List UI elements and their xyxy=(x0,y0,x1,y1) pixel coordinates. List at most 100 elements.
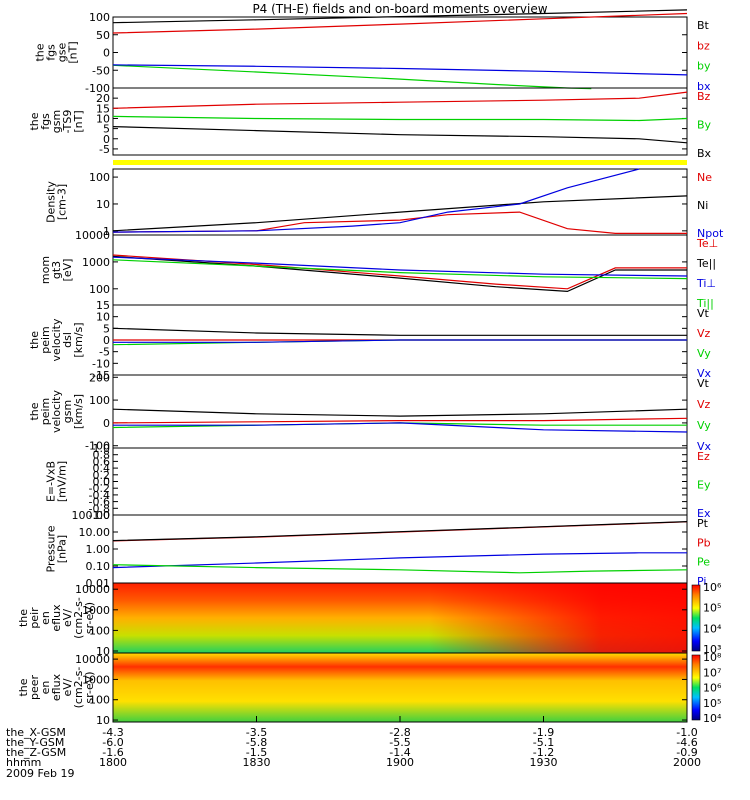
legend-entry: Te⊥ xyxy=(696,237,718,250)
series-line-Npot xyxy=(112,168,640,233)
series-line-Ti⊥ xyxy=(112,256,688,277)
panel-frame xyxy=(112,16,688,89)
y-tick-label: 0.6 xyxy=(93,455,111,468)
x-axis-value: 1830 xyxy=(243,756,271,769)
y-axis-label: peir xyxy=(28,607,41,629)
y-tick-label: -10 xyxy=(92,357,110,370)
y-tick-label: 10 xyxy=(96,311,110,324)
legend-entry: Ti⊥ xyxy=(696,277,716,290)
y-axis-label: gsm xyxy=(61,400,74,423)
legend-entry: Ez xyxy=(697,450,710,463)
panel-pressure: 0.01 0.10 1.00 10.00 100.00 Pressure[nPa] Pt Pb… xyxy=(45,509,711,590)
x-axis-row-label: the_Z-GSM xyxy=(6,746,66,759)
legend-entry: Pt xyxy=(697,517,709,530)
x-axis-value: -4.6 xyxy=(676,736,697,749)
y-tick-label: 0 xyxy=(103,47,110,60)
colorbar-tick-label: 10⁵ xyxy=(703,602,721,615)
x-axis-value: 1900 xyxy=(386,756,414,769)
y-axis-label: gt3 xyxy=(50,261,63,279)
y-axis-label: [km/s] xyxy=(72,322,85,357)
series-line-Vt xyxy=(112,408,688,417)
series-line-bx xyxy=(112,64,688,76)
legend-entry: Pb xyxy=(697,536,711,549)
x-axis-value: -6.0 xyxy=(102,736,123,749)
colorbar-tick-label: 10⁵ xyxy=(703,697,721,710)
y-axis-label: eflux xyxy=(50,604,63,632)
y-tick-label: 0 xyxy=(103,133,110,146)
legend-entry: Pi xyxy=(697,575,706,588)
y-axis-label: dsl xyxy=(61,332,74,348)
y-tick-label: 100.00 xyxy=(72,509,111,522)
series-line-Vx xyxy=(113,339,687,343)
x-axis-value: -1.5 xyxy=(246,746,267,759)
x-axis-value: -4.3 xyxy=(102,726,123,739)
y-tick-label: -0.4 xyxy=(89,489,110,502)
y-tick-label: 0.8 xyxy=(93,449,111,462)
y-axis-label: eV/ xyxy=(61,678,74,696)
y-tick-label: 1000 xyxy=(82,256,110,269)
series-line-Vx xyxy=(113,422,688,433)
y-tick-label: 50 xyxy=(96,29,110,42)
y-axis-label: [mV/m] xyxy=(56,461,69,502)
y-tick-label: 0.01 xyxy=(86,577,111,590)
y-tick-label: 5 xyxy=(103,322,110,335)
y-tick-label: 5 xyxy=(103,123,110,136)
y-axis-label: peer xyxy=(28,675,41,701)
y-axis-label: mom xyxy=(39,256,52,284)
series-line-Bz xyxy=(112,91,688,109)
series-line-Vt xyxy=(112,327,687,336)
series-line-Ti|| xyxy=(112,259,688,280)
y-tick-label: 100 xyxy=(89,394,110,407)
y-tick-label: 15 xyxy=(96,299,110,312)
y-tick-label: 1000 xyxy=(82,604,110,617)
series-line-Bt xyxy=(112,9,688,24)
y-axis-label: the xyxy=(28,112,41,130)
panel-peir-energy-flux: 10³ 10⁴ 10⁵ 10⁶ 10 100 1000 10000 thepeireneflux… xyxy=(17,581,722,658)
spectrogram-peer-energy-flux xyxy=(113,653,687,722)
y-tick-label: -15 xyxy=(92,369,110,382)
y-tick-label: 10000 xyxy=(75,653,110,666)
colorbar-tick-label: 10⁶ xyxy=(703,581,722,594)
y-tick-label: 1.00 xyxy=(86,543,111,556)
date-label: 2009 Feb 19 xyxy=(6,767,74,780)
y-axis-label: [cm-3] xyxy=(56,184,69,220)
series-line-Pe xyxy=(112,564,688,574)
y-tick-label: 100 xyxy=(89,171,110,184)
y-axis-label: [nT] xyxy=(72,110,85,132)
y-axis-label: the xyxy=(17,678,30,696)
y-axis-label: the xyxy=(17,609,30,627)
y-axis-label: fgs xyxy=(45,44,58,61)
x-axis-row-label: the_Y-GSM xyxy=(6,736,64,749)
panel-frame xyxy=(112,87,688,156)
series-line-Ni xyxy=(112,195,688,232)
colorbar-tick-label: 10⁴ xyxy=(703,622,722,635)
x-axis-value: -1.2 xyxy=(533,746,554,759)
legend-entry: Te|| xyxy=(696,257,716,270)
y-tick-label: -0.8 xyxy=(89,502,110,515)
y-axis-label: [km/s] xyxy=(72,394,85,429)
legend-entry: Ne xyxy=(697,171,712,184)
y-axis-label: the xyxy=(28,402,41,420)
legend-entry: by xyxy=(697,60,711,73)
legend-entry: bz xyxy=(697,39,710,52)
panel-peer-energy-flux: 10⁴ 10⁵ 10⁶ 10⁷ 10⁸ 10 100 1000 10000 thepeerenef… xyxy=(17,651,722,727)
colorbar-tick-label: 10⁸ xyxy=(703,651,722,664)
x-axis-value: -2.8 xyxy=(389,726,410,739)
colorbar-tick-label: 10³ xyxy=(703,643,721,656)
legend-entry: Vy xyxy=(697,419,711,432)
y-axis-label: fgs xyxy=(39,113,52,130)
y-tick-label: 100 xyxy=(89,11,110,24)
y-tick-label: 10 xyxy=(96,112,110,125)
y-tick-label: -0.6 xyxy=(89,496,110,509)
y-tick-label: 0.4 xyxy=(93,462,111,475)
y-axis-label: E=-VxB xyxy=(45,461,58,502)
y-tick-label: 20 xyxy=(96,92,110,105)
y-tick-label: 15 xyxy=(96,102,110,115)
legend-entry: Bt xyxy=(697,19,710,32)
data-quality-bar xyxy=(113,160,687,165)
x-axis-value: -1.0 xyxy=(676,726,697,739)
y-axis-label: (cm2-s- xyxy=(72,597,85,639)
